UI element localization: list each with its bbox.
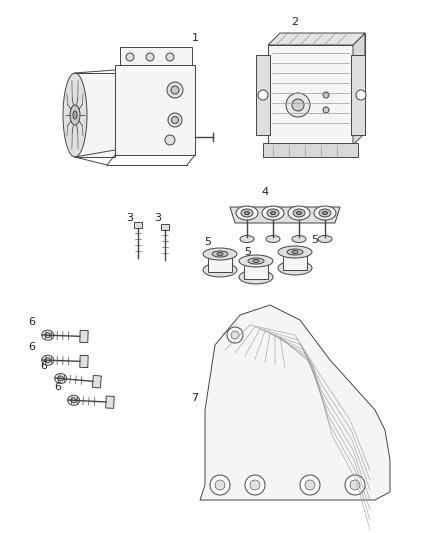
Circle shape xyxy=(126,53,134,61)
Ellipse shape xyxy=(318,236,332,243)
Ellipse shape xyxy=(278,261,312,275)
Circle shape xyxy=(146,53,154,61)
Polygon shape xyxy=(106,396,114,408)
FancyBboxPatch shape xyxy=(268,45,353,145)
Text: 3: 3 xyxy=(155,213,162,223)
FancyBboxPatch shape xyxy=(75,73,115,157)
Ellipse shape xyxy=(266,236,280,243)
FancyBboxPatch shape xyxy=(244,261,268,279)
Circle shape xyxy=(292,99,304,111)
Ellipse shape xyxy=(293,209,305,217)
Text: 6: 6 xyxy=(28,342,35,352)
Ellipse shape xyxy=(248,258,264,264)
Ellipse shape xyxy=(239,255,273,267)
Text: 5: 5 xyxy=(311,235,318,245)
FancyBboxPatch shape xyxy=(134,222,142,228)
Ellipse shape xyxy=(203,248,237,260)
FancyBboxPatch shape xyxy=(263,143,358,157)
Ellipse shape xyxy=(271,212,276,214)
Ellipse shape xyxy=(267,209,279,217)
Ellipse shape xyxy=(239,270,273,284)
Text: 4: 4 xyxy=(261,187,268,197)
Circle shape xyxy=(345,475,365,495)
Ellipse shape xyxy=(297,212,301,214)
Text: 5: 5 xyxy=(205,237,212,247)
Circle shape xyxy=(323,92,329,98)
FancyBboxPatch shape xyxy=(161,224,169,230)
Text: 1: 1 xyxy=(191,33,198,43)
Circle shape xyxy=(323,107,329,113)
Polygon shape xyxy=(230,207,340,223)
FancyBboxPatch shape xyxy=(351,55,365,135)
Polygon shape xyxy=(80,356,88,368)
Ellipse shape xyxy=(45,358,51,362)
Ellipse shape xyxy=(203,263,237,277)
Text: 3: 3 xyxy=(127,213,134,223)
Ellipse shape xyxy=(42,330,54,340)
Ellipse shape xyxy=(244,212,250,214)
Circle shape xyxy=(210,475,230,495)
Circle shape xyxy=(165,135,175,145)
FancyBboxPatch shape xyxy=(283,252,307,270)
Ellipse shape xyxy=(287,249,303,255)
Polygon shape xyxy=(92,375,101,388)
Ellipse shape xyxy=(55,374,67,384)
Ellipse shape xyxy=(292,251,298,254)
Circle shape xyxy=(215,480,225,490)
Ellipse shape xyxy=(63,73,87,157)
Circle shape xyxy=(350,480,360,490)
Polygon shape xyxy=(268,33,365,45)
Ellipse shape xyxy=(70,105,80,125)
Text: 2: 2 xyxy=(291,17,299,27)
Circle shape xyxy=(245,475,265,495)
Ellipse shape xyxy=(292,236,306,243)
Ellipse shape xyxy=(314,206,336,220)
Ellipse shape xyxy=(58,376,64,381)
Text: 7: 7 xyxy=(191,393,198,403)
Ellipse shape xyxy=(288,206,310,220)
Polygon shape xyxy=(80,330,88,343)
Polygon shape xyxy=(353,33,365,145)
Circle shape xyxy=(231,331,239,339)
Ellipse shape xyxy=(319,209,331,217)
Circle shape xyxy=(167,82,183,98)
Circle shape xyxy=(300,475,320,495)
FancyBboxPatch shape xyxy=(256,55,270,135)
Ellipse shape xyxy=(73,111,77,119)
Text: 6: 6 xyxy=(40,361,47,371)
Circle shape xyxy=(286,93,310,117)
Ellipse shape xyxy=(68,395,80,405)
FancyBboxPatch shape xyxy=(115,65,195,155)
Circle shape xyxy=(168,113,182,127)
Text: 5: 5 xyxy=(244,247,251,257)
FancyBboxPatch shape xyxy=(120,47,192,67)
Circle shape xyxy=(166,53,174,61)
Ellipse shape xyxy=(240,236,254,243)
Ellipse shape xyxy=(278,246,312,258)
FancyBboxPatch shape xyxy=(280,33,365,133)
Circle shape xyxy=(172,117,179,124)
Circle shape xyxy=(258,90,268,100)
Circle shape xyxy=(227,327,243,343)
Text: 6: 6 xyxy=(54,382,61,392)
Ellipse shape xyxy=(45,333,51,338)
Text: 6: 6 xyxy=(28,317,35,327)
Circle shape xyxy=(305,480,315,490)
Circle shape xyxy=(356,90,366,100)
Ellipse shape xyxy=(212,251,228,257)
Polygon shape xyxy=(200,305,390,500)
Ellipse shape xyxy=(253,260,259,262)
Ellipse shape xyxy=(241,209,253,217)
Ellipse shape xyxy=(236,206,258,220)
Ellipse shape xyxy=(71,398,77,403)
Circle shape xyxy=(250,480,260,490)
Ellipse shape xyxy=(42,355,54,365)
Ellipse shape xyxy=(262,206,284,220)
FancyBboxPatch shape xyxy=(208,254,232,272)
Ellipse shape xyxy=(217,253,223,255)
Ellipse shape xyxy=(322,212,328,214)
Circle shape xyxy=(171,86,179,94)
